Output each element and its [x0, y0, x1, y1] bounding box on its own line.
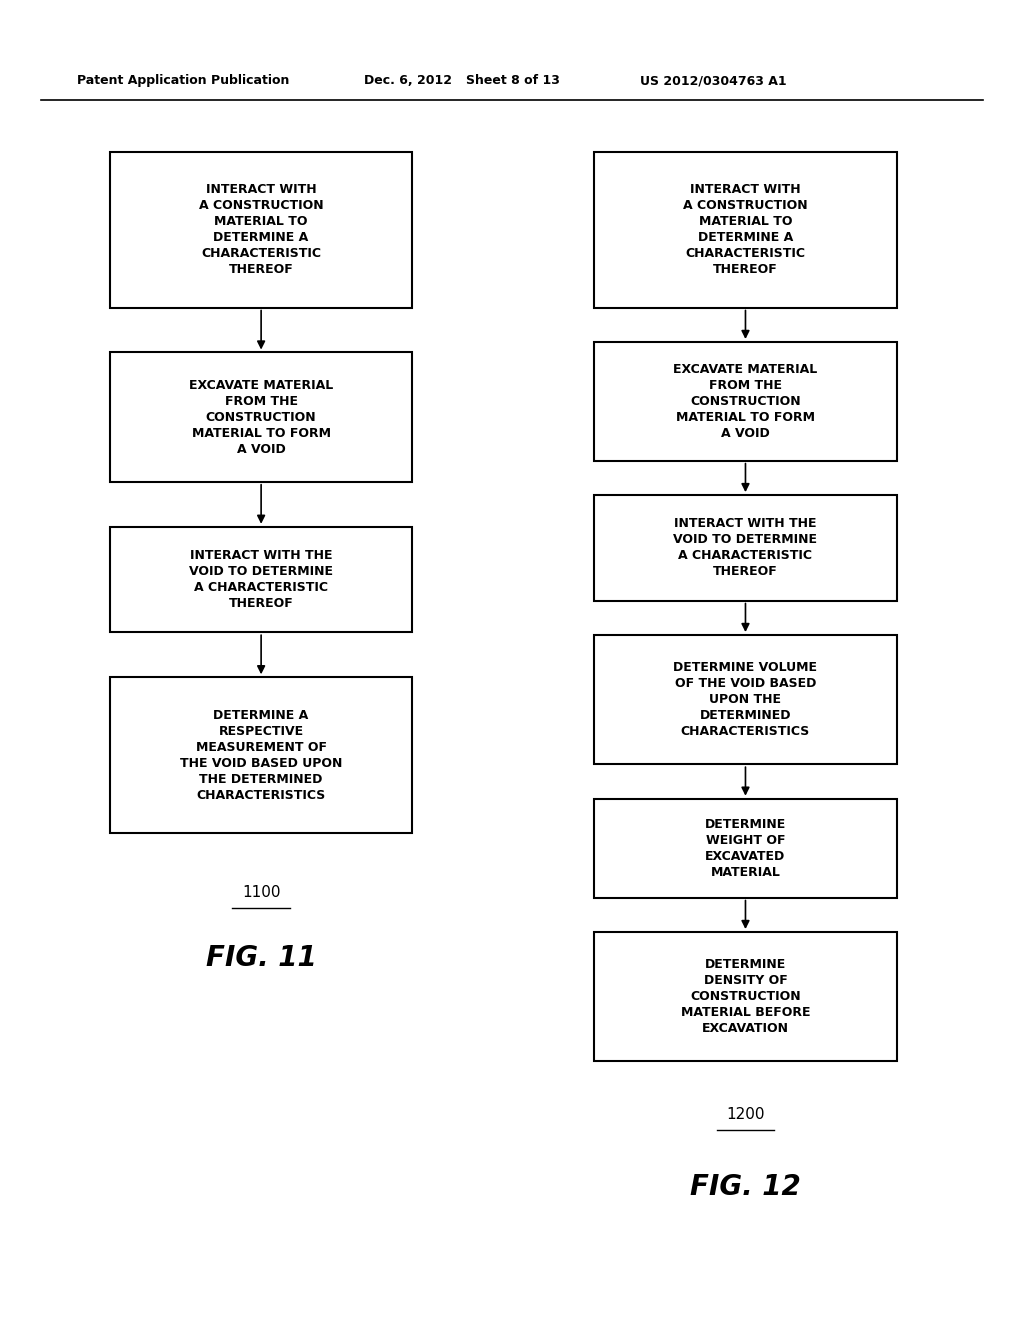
Text: US 2012/0304763 A1: US 2012/0304763 A1	[640, 74, 786, 87]
Text: DETERMINE A
RESPECTIVE
MEASUREMENT OF
THE VOID BASED UPON
THE DETERMINED
CHARACT: DETERMINE A RESPECTIVE MEASUREMENT OF TH…	[180, 709, 342, 801]
Text: Patent Application Publication: Patent Application Publication	[77, 74, 289, 87]
Bar	[594, 799, 897, 898]
Text: INTERACT WITH
A CONSTRUCTION
MATERIAL TO
DETERMINE A
CHARACTERISTIC
THEREOF: INTERACT WITH A CONSTRUCTION MATERIAL TO…	[683, 183, 808, 276]
Bar	[111, 527, 412, 632]
Bar	[594, 342, 897, 461]
Bar	[594, 932, 897, 1061]
Text: 1200: 1200	[726, 1106, 765, 1122]
Text: EXCAVATE MATERIAL
FROM THE
CONSTRUCTION
MATERIAL TO FORM
A VOID: EXCAVATE MATERIAL FROM THE CONSTRUCTION …	[189, 379, 333, 455]
Text: Dec. 6, 2012: Dec. 6, 2012	[364, 74, 452, 87]
Text: INTERACT WITH
A CONSTRUCTION
MATERIAL TO
DETERMINE A
CHARACTERISTIC
THEREOF: INTERACT WITH A CONSTRUCTION MATERIAL TO…	[199, 183, 324, 276]
Bar	[111, 677, 412, 833]
Text: DETERMINE VOLUME
OF THE VOID BASED
UPON THE
DETERMINED
CHARACTERISTICS: DETERMINE VOLUME OF THE VOID BASED UPON …	[674, 661, 817, 738]
Bar	[111, 352, 412, 482]
Bar	[594, 495, 897, 601]
Text: EXCAVATE MATERIAL
FROM THE
CONSTRUCTION
MATERIAL TO FORM
A VOID: EXCAVATE MATERIAL FROM THE CONSTRUCTION …	[674, 363, 817, 440]
Bar	[594, 152, 897, 308]
Text: FIG. 12: FIG. 12	[690, 1172, 801, 1201]
Text: 1100: 1100	[242, 884, 281, 900]
Bar	[594, 635, 897, 764]
Text: FIG. 11: FIG. 11	[206, 944, 316, 973]
Text: Sheet 8 of 13: Sheet 8 of 13	[466, 74, 560, 87]
Text: DETERMINE
DENSITY OF
CONSTRUCTION
MATERIAL BEFORE
EXCAVATION: DETERMINE DENSITY OF CONSTRUCTION MATERI…	[681, 958, 810, 1035]
Text: DETERMINE
WEIGHT OF
EXCAVATED
MATERIAL: DETERMINE WEIGHT OF EXCAVATED MATERIAL	[705, 817, 786, 879]
Text: INTERACT WITH THE
VOID TO DETERMINE
A CHARACTERISTIC
THEREOF: INTERACT WITH THE VOID TO DETERMINE A CH…	[674, 517, 817, 578]
Bar	[111, 152, 412, 308]
Text: INTERACT WITH THE
VOID TO DETERMINE
A CHARACTERISTIC
THEREOF: INTERACT WITH THE VOID TO DETERMINE A CH…	[189, 549, 333, 610]
